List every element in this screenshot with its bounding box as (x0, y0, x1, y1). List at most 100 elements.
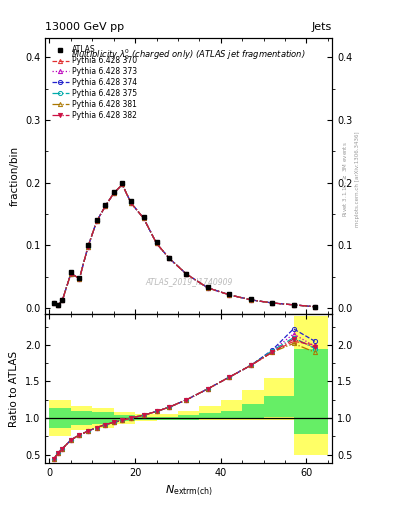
Pythia 6.428 374 (129, 200, 133, 206)
Pythia 6.428 373 (141, 215, 146, 221)
Pythia 6.428 370 (227, 292, 232, 298)
Pythia 6.428 381 (120, 181, 125, 187)
Pythia 6.428 370 (68, 270, 73, 276)
Pythia 6.428 375 (291, 302, 296, 308)
Pythia 6.428 374 (60, 297, 65, 304)
Pythia 6.428 370 (129, 200, 133, 206)
Pythia 6.428 374 (103, 203, 108, 209)
Line: Pythia 6.428 370: Pythia 6.428 370 (51, 182, 317, 309)
ATLAS (120, 180, 125, 186)
Pythia 6.428 382 (141, 215, 146, 221)
Line: Pythia 6.428 375: Pythia 6.428 375 (51, 182, 317, 309)
Pythia 6.428 373 (291, 302, 296, 308)
X-axis label: $N_{\mathrm{extrm(ch)}}$: $N_{\mathrm{extrm(ch)}}$ (165, 484, 213, 498)
Pythia 6.428 381 (103, 203, 108, 209)
Pythia 6.428 375 (184, 271, 189, 277)
Y-axis label: Ratio to ATLAS: Ratio to ATLAS (9, 351, 19, 427)
Pythia 6.428 375 (270, 300, 274, 306)
Pythia 6.428 374 (77, 275, 82, 282)
Pythia 6.428 375 (111, 190, 116, 196)
Pythia 6.428 374 (184, 271, 189, 277)
Pythia 6.428 370 (291, 302, 296, 308)
Pythia 6.428 373 (270, 300, 274, 306)
Pythia 6.428 373 (167, 255, 172, 262)
Pythia 6.428 375 (120, 181, 125, 187)
Pythia 6.428 373 (51, 300, 56, 306)
Legend: ATLAS, Pythia 6.428 370, Pythia 6.428 373, Pythia 6.428 374, Pythia 6.428 375, P: ATLAS, Pythia 6.428 370, Pythia 6.428 37… (49, 42, 140, 123)
Pythia 6.428 370 (141, 215, 146, 221)
Pythia 6.428 381 (77, 275, 82, 282)
Pythia 6.428 382 (206, 285, 210, 291)
Pythia 6.428 382 (291, 302, 296, 308)
Line: Pythia 6.428 381: Pythia 6.428 381 (51, 182, 317, 309)
Pythia 6.428 374 (206, 285, 210, 291)
Pythia 6.428 381 (227, 292, 232, 298)
Pythia 6.428 382 (94, 219, 99, 225)
Y-axis label: fraction/bin: fraction/bin (9, 146, 19, 206)
ATLAS (94, 217, 99, 223)
Pythia 6.428 381 (167, 255, 172, 262)
Pythia 6.428 374 (111, 190, 116, 196)
ATLAS (60, 297, 65, 304)
Pythia 6.428 370 (94, 219, 99, 225)
Text: Multiplicity $\lambda_0^0$ (charged only) (ATLAS jet fragmentation): Multiplicity $\lambda_0^0$ (charged only… (71, 47, 306, 61)
Pythia 6.428 373 (312, 304, 317, 310)
Pythia 6.428 373 (77, 275, 82, 282)
Pythia 6.428 374 (120, 181, 125, 187)
ATLAS (56, 302, 61, 308)
ATLAS (86, 242, 90, 248)
Pythia 6.428 381 (248, 297, 253, 303)
Pythia 6.428 373 (103, 203, 108, 209)
Pythia 6.428 382 (111, 190, 116, 196)
Pythia 6.428 375 (68, 270, 73, 276)
Pythia 6.428 374 (248, 297, 253, 303)
Pythia 6.428 375 (51, 300, 56, 306)
Line: Pythia 6.428 373: Pythia 6.428 373 (51, 182, 317, 309)
Pythia 6.428 381 (129, 200, 133, 206)
Pythia 6.428 381 (51, 300, 56, 306)
Pythia 6.428 374 (270, 300, 274, 306)
Pythia 6.428 370 (77, 275, 82, 282)
Pythia 6.428 374 (227, 292, 232, 298)
ATLAS (141, 214, 146, 220)
Pythia 6.428 381 (270, 300, 274, 306)
Pythia 6.428 373 (227, 292, 232, 298)
Text: mcplots.cern.ch [arXiv:1306.3436]: mcplots.cern.ch [arXiv:1306.3436] (355, 132, 360, 227)
Pythia 6.428 381 (68, 270, 73, 276)
Pythia 6.428 382 (103, 203, 108, 209)
Pythia 6.428 375 (129, 200, 133, 206)
Pythia 6.428 370 (167, 255, 172, 262)
Pythia 6.428 382 (184, 271, 189, 277)
Pythia 6.428 370 (103, 203, 108, 209)
Pythia 6.428 382 (86, 244, 90, 250)
Pythia 6.428 370 (56, 302, 61, 308)
Pythia 6.428 373 (94, 219, 99, 225)
Pythia 6.428 382 (248, 297, 253, 303)
Pythia 6.428 370 (111, 190, 116, 196)
Line: Pythia 6.428 382: Pythia 6.428 382 (51, 182, 317, 309)
Line: ATLAS: ATLAS (51, 180, 318, 309)
Pythia 6.428 382 (270, 300, 274, 306)
Pythia 6.428 373 (248, 297, 253, 303)
ATLAS (270, 300, 274, 306)
ATLAS (206, 284, 210, 290)
ATLAS (184, 270, 189, 276)
ATLAS (312, 304, 317, 310)
Pythia 6.428 381 (312, 304, 317, 310)
ATLAS (129, 198, 133, 204)
Pythia 6.428 373 (111, 190, 116, 196)
Pythia 6.428 375 (103, 203, 108, 209)
Pythia 6.428 370 (312, 304, 317, 310)
Pythia 6.428 381 (206, 285, 210, 291)
Pythia 6.428 382 (129, 200, 133, 206)
Pythia 6.428 374 (56, 302, 61, 308)
Pythia 6.428 382 (51, 300, 56, 306)
Pythia 6.428 382 (120, 181, 125, 187)
Pythia 6.428 370 (120, 181, 125, 187)
Pythia 6.428 373 (56, 302, 61, 308)
Pythia 6.428 375 (77, 275, 82, 282)
Text: ATLAS_2019_I1740909: ATLAS_2019_I1740909 (145, 276, 232, 286)
Pythia 6.428 375 (227, 292, 232, 298)
Pythia 6.428 374 (86, 244, 90, 250)
Pythia 6.428 382 (56, 302, 61, 308)
